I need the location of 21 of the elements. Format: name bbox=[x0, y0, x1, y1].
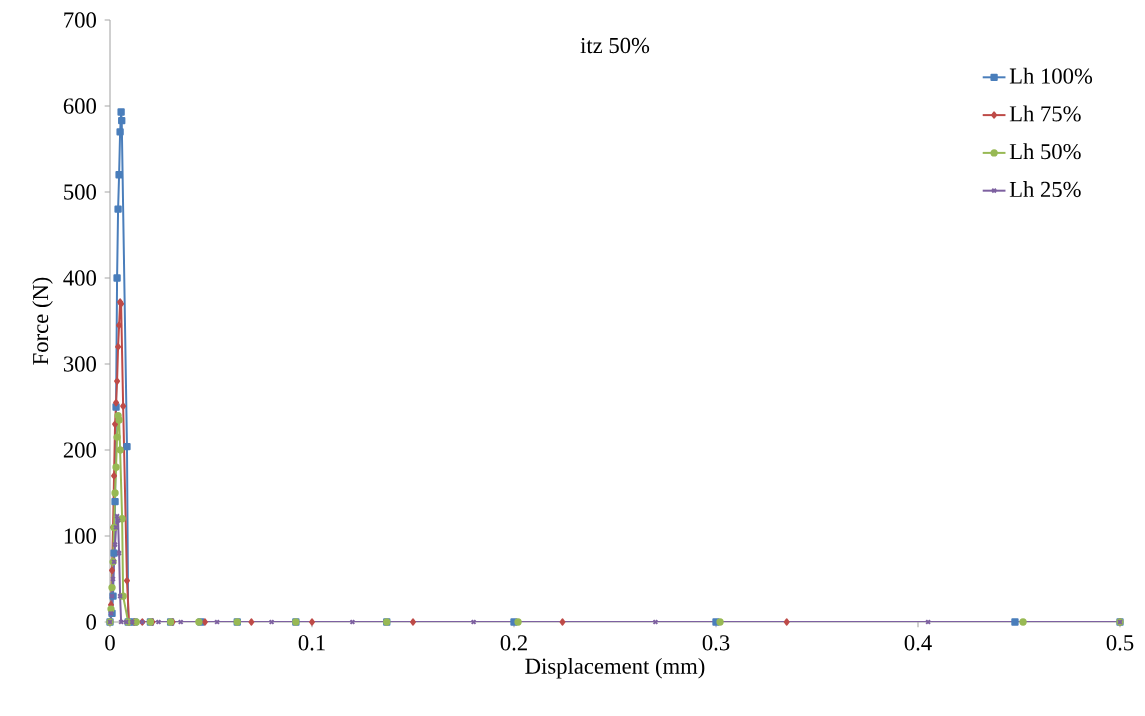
y-tick-label: 700 bbox=[64, 12, 96, 28]
x-tick-label: 0.4 bbox=[904, 635, 932, 651]
y-tick-label: 400 bbox=[63, 270, 96, 286]
x-tick-label: 0.2 bbox=[500, 635, 527, 651]
y-tick-label: 300 bbox=[63, 356, 96, 372]
y-tick-label: 100 bbox=[64, 528, 96, 544]
x-axis-title: Displacement (mm) bbox=[525, 657, 705, 679]
legend-label: Lh 100% bbox=[1009, 67, 1093, 84]
y-tick-label: 0 bbox=[86, 614, 96, 630]
x-tick-label: 0.1 bbox=[298, 635, 325, 651]
y-tick-label: 600 bbox=[63, 98, 96, 114]
x-tick-label: 0.3 bbox=[702, 635, 730, 651]
text: itz 50% bbox=[580, 37, 650, 54]
y-tick-label: 200 bbox=[63, 442, 96, 458]
y-tick-label: 500 bbox=[64, 184, 96, 200]
legend-label: Lh 75% bbox=[1009, 105, 1081, 122]
legend-label: Lh 25% bbox=[1009, 181, 1081, 198]
legend-label: Lh 50% bbox=[1009, 143, 1081, 160]
x-tick-label: 0 bbox=[105, 635, 115, 651]
y-axis-title: Force (N) bbox=[32, 277, 53, 365]
x-tick-label: 0.5 bbox=[1106, 635, 1134, 651]
